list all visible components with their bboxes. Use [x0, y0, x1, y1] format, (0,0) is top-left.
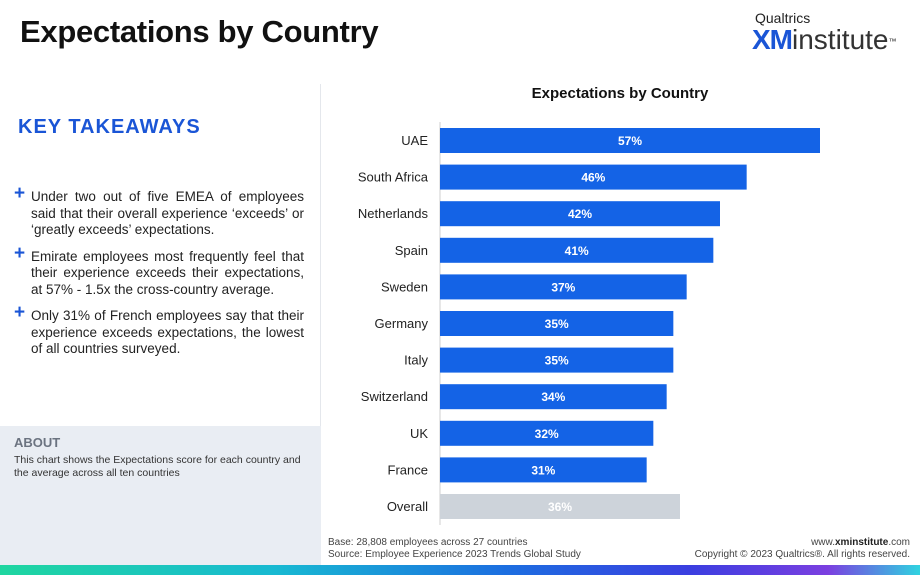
- takeaway-text: Emirate employees most frequently feel t…: [31, 248, 304, 297]
- footer-copyright: www.xminstitute.com Copyright © 2023 Qua…: [695, 537, 910, 560]
- bar-value-label: 35%: [545, 317, 569, 331]
- bar-italy: [440, 347, 674, 373]
- page-title: Expectations by Country: [20, 14, 379, 49]
- bar-netherlands: [440, 201, 720, 227]
- category-label: Spain: [395, 243, 428, 258]
- bar-value-label: 35%: [545, 354, 569, 368]
- bar-uae: [440, 128, 820, 153]
- bar-value-label: 34%: [541, 390, 565, 404]
- plus-icon: +: [14, 302, 26, 323]
- key-takeaways-list: + Under two out of five EMEA of employee…: [14, 183, 304, 368]
- category-label: UAE: [401, 133, 428, 148]
- bar-value-label: 41%: [565, 244, 589, 258]
- bar-switzerland: [440, 384, 667, 410]
- footer-url-domain: xminstitute: [834, 537, 889, 548]
- brand-trademark: ™: [888, 37, 897, 46]
- footer-url-suffix: .com: [888, 537, 910, 548]
- takeaway-item: + Under two out of five EMEA of employee…: [14, 183, 304, 239]
- left-panel: KEY TAKEAWAYS + Under two out of five EM…: [0, 84, 321, 575]
- chart-title: Expectations by Country: [531, 85, 709, 102]
- brand-institute-text: institute: [792, 24, 889, 55]
- bar-germany: [440, 311, 674, 336]
- takeaway-item: + Only 31% of French employees say that …: [14, 302, 304, 358]
- footer-source-text: Source: Employee Experience 2023 Trends …: [328, 548, 581, 560]
- plus-icon: +: [14, 242, 26, 264]
- takeaway-text: Under two out of five EMEA of employees …: [31, 189, 304, 237]
- category-label: Switzerland: [361, 389, 428, 404]
- bar-spain: [440, 237, 714, 263]
- bar-south-africa: [440, 164, 747, 190]
- bar-france: [440, 457, 647, 483]
- category-label: Germany: [375, 316, 429, 331]
- footer-source: Base: 28,808 employees across 27 countri…: [328, 537, 581, 560]
- category-label: France: [388, 462, 428, 477]
- bar-sweden: [440, 274, 687, 300]
- bar-value-label: 32%: [535, 427, 559, 441]
- plus-icon: +: [14, 183, 26, 204]
- brand-xm-institute: XMinstitute™: [752, 26, 902, 54]
- bar-uk: [440, 420, 654, 446]
- bar-value-label: 46%: [581, 171, 605, 185]
- category-label: Overall: [387, 499, 428, 514]
- bar-value-label: 31%: [531, 463, 555, 477]
- bar-chart: UAE 57% South Africa 46% Netherlands 42% Spain…: [358, 122, 820, 525]
- key-takeaways-title: KEY TAKEAWAYS: [18, 116, 201, 138]
- about-title: ABOUT: [14, 435, 61, 450]
- bottom-gradient-bar: [0, 565, 920, 575]
- footer-base-text: Base: 28,808 employees across 27 countri…: [328, 537, 528, 548]
- category-label: Netherlands: [358, 206, 429, 221]
- footer-url-prefix: www.: [811, 537, 835, 548]
- category-label: UK: [410, 426, 428, 441]
- about-section: ABOUT This chart shows the Expectations …: [0, 426, 321, 575]
- category-label: Sweden: [381, 279, 428, 294]
- bar-value-label: 57%: [618, 134, 642, 148]
- bar-overall: [440, 494, 680, 519]
- bar-value-label: 42%: [568, 207, 592, 221]
- key-takeaways-section: KEY TAKEAWAYS + Under two out of five EM…: [0, 84, 321, 426]
- brand-xm-text: XM: [752, 24, 793, 55]
- takeaway-text: Only 31% of French employees say that th…: [31, 308, 304, 356]
- takeaway-item: + Emirate employees most frequently feel…: [14, 242, 304, 299]
- category-label: Italy: [404, 353, 428, 368]
- brand-qualtrics-text: Qualtrics: [755, 10, 811, 26]
- bar-value-label: 37%: [551, 280, 575, 294]
- category-label: South Africa: [358, 170, 429, 185]
- footer-copyright-text: Copyright © 2023 Qualtrics®. All rights …: [694, 548, 910, 560]
- about-text: This chart shows the Expectations score …: [14, 454, 301, 479]
- bar-value-label: 36%: [548, 500, 572, 514]
- footer-website[interactable]: www.xminstitute.com: [695, 537, 910, 549]
- brand-logo: Qualtrics XMinstitute™: [752, 10, 902, 54]
